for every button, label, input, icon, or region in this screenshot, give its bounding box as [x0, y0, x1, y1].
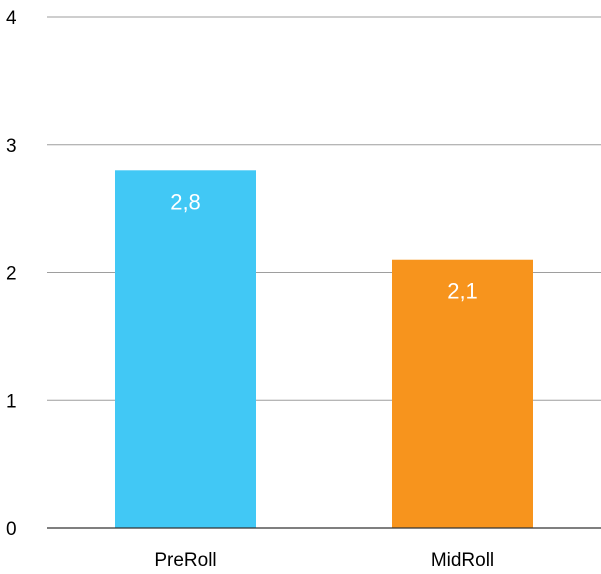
bars	[115, 170, 533, 529]
y-axis-ticks: 0 1 2 3 4	[6, 8, 17, 540]
y-tick-label: 2	[6, 264, 17, 285]
x-axis-labels: PreRoll MidRoll	[154, 550, 494, 571]
data-labels: 2,8 2,1	[170, 189, 478, 303]
bar-preroll	[115, 170, 256, 529]
data-label-preroll: 2,8	[170, 189, 201, 214]
x-tick-label-midroll: MidRoll	[431, 550, 494, 571]
y-tick-label: 0	[6, 519, 17, 540]
y-tick-label: 3	[6, 136, 17, 157]
x-tick-label-preroll: PreRoll	[154, 550, 216, 571]
y-tick-label: 1	[6, 391, 17, 412]
bar-midroll	[392, 259, 533, 528]
data-label-midroll: 2,1	[447, 279, 478, 304]
y-tick-label: 4	[6, 8, 17, 29]
